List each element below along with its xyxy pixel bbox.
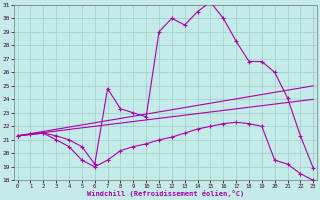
X-axis label: Windchill (Refroidissement éolien,°C): Windchill (Refroidissement éolien,°C) <box>87 190 244 197</box>
